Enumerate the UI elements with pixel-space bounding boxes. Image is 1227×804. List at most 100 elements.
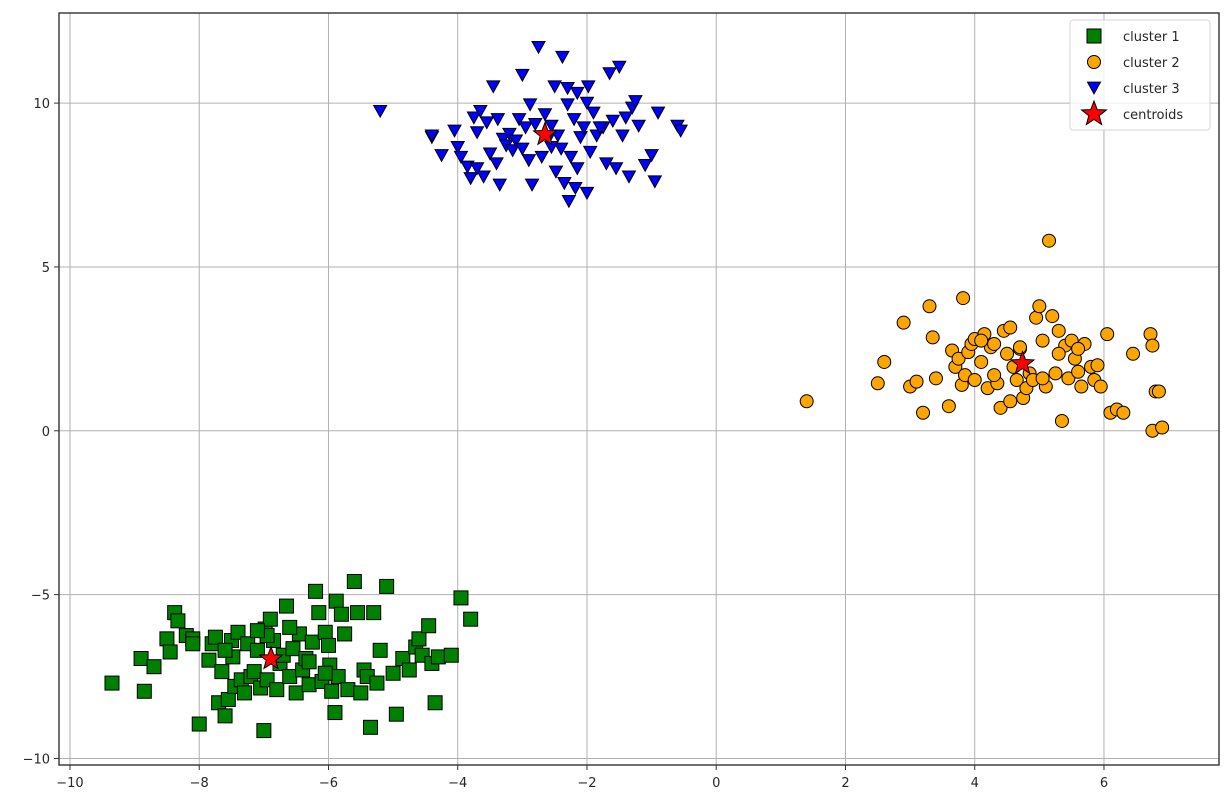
square-marker-icon: [379, 578, 395, 594]
triangle-down-marker-icon: [490, 113, 506, 127]
triangle-down-marker-icon: [579, 96, 595, 110]
triangle-down-marker-icon: [537, 108, 553, 122]
circle-marker-icon: [993, 400, 1008, 415]
triangle-down-marker-icon: [569, 86, 585, 101]
triangle-down-marker-icon: [547, 80, 563, 94]
star-marker-icon: [1080, 99, 1108, 126]
legend-label: cluster 3: [1123, 82, 1180, 97]
square-marker-icon: [430, 649, 446, 665]
square-marker-icon: [249, 623, 265, 639]
square-marker-icon: [285, 641, 301, 657]
triangle-down-marker-icon: [472, 104, 488, 119]
triangle-down-marker-icon: [582, 145, 598, 160]
triangle-down-marker-icon: [531, 41, 546, 55]
square-marker-icon: [362, 719, 378, 735]
square-marker-icon: [463, 611, 479, 627]
square-marker-icon: [278, 598, 294, 614]
x-tick-label: 0: [712, 776, 720, 791]
circle-marker-icon: [1093, 379, 1108, 394]
square-marker-icon: [159, 631, 175, 647]
x-tick-label: −8: [190, 776, 209, 791]
square-marker-icon: [308, 583, 324, 599]
circle-marker-icon: [974, 333, 989, 348]
triangle-down-marker-icon: [563, 150, 579, 165]
circle-marker-icon: [951, 351, 966, 366]
square-marker-icon: [401, 662, 417, 678]
plot-frame: [58, 12, 1220, 766]
circle-marker-icon: [1126, 346, 1141, 361]
circle-marker-icon: [1074, 379, 1089, 394]
legend: cluster 1 cluster 2 cluster 3 centroids: [1069, 19, 1211, 131]
circle-marker-icon: [1071, 364, 1086, 379]
triangle-down-marker-icon: [522, 98, 538, 112]
square-marker-icon: [443, 647, 459, 663]
square-marker-icon: [185, 636, 201, 652]
square-marker-icon: [236, 685, 252, 701]
triangle-down-marker-icon: [631, 119, 647, 133]
square-marker-icon: [220, 691, 236, 707]
square-marker-icon: [427, 695, 443, 711]
x-tick-label: −4: [448, 776, 467, 791]
circle-marker-icon: [1032, 299, 1047, 314]
legend-item: cluster 3: [1086, 81, 1180, 97]
triangle-down-marker-icon: [576, 121, 592, 135]
circle-marker-icon: [1051, 346, 1066, 361]
square-marker-icon: [288, 685, 304, 701]
square-marker-icon: [246, 664, 262, 680]
square-marker-icon: [201, 652, 217, 668]
legend-item: cluster 1: [1086, 28, 1180, 45]
circle-marker-icon: [1090, 358, 1105, 373]
square-marker-icon: [320, 637, 336, 653]
triangle-down-marker-icon: [628, 95, 643, 109]
square-marker-icon: [146, 659, 162, 675]
square-marker-icon: [330, 669, 346, 685]
circle-marker-icon: [1116, 405, 1131, 420]
triangle-down-marker-icon: [602, 67, 617, 81]
x-tick-label: −10: [56, 776, 83, 791]
square-marker-icon: [369, 675, 385, 691]
triangle-down-marker-icon: [505, 144, 521, 158]
circle-marker-icon: [1012, 340, 1027, 355]
square-marker-icon: [269, 682, 285, 698]
triangle-down-marker-icon: [592, 121, 608, 135]
circle-marker-icon: [916, 405, 931, 420]
circle-marker-icon: [1151, 384, 1166, 399]
triangle-down-marker-icon: [527, 118, 543, 132]
circle-marker-icon: [1000, 346, 1015, 361]
circle-marker-icon: [974, 354, 989, 369]
circle-marker-icon: [1003, 394, 1018, 409]
circle-marker-icon: [1071, 341, 1086, 356]
triangle-down-marker-icon: [618, 111, 634, 125]
circle-marker-icon: [956, 291, 971, 306]
circle-marker-icon: [1029, 310, 1044, 325]
square-marker-icon: [162, 644, 178, 660]
circle-marker-icon: [1009, 372, 1024, 387]
circle-marker-icon: [967, 372, 982, 387]
triangle-down-marker-icon: [485, 80, 501, 94]
triangle-down-marker-icon: [469, 162, 485, 176]
square-marker-icon: [350, 605, 366, 621]
square-marker-icon: [282, 619, 298, 635]
triangle-down-marker-icon: [482, 147, 498, 161]
triangle-down-marker-icon: [434, 149, 449, 163]
circle-marker-icon: [870, 376, 885, 391]
triangle-down-marker-icon: [580, 80, 596, 94]
square-marker-icon: [191, 716, 207, 732]
square-marker-icon: [333, 606, 349, 622]
square-marker-icon: [327, 705, 343, 721]
circle-marker-icon: [1155, 420, 1170, 435]
triangle-down-marker-icon: [548, 165, 564, 179]
triangle-down-marker-icon: [479, 116, 495, 130]
circle-marker-icon: [1051, 323, 1066, 338]
x-tick-label: 4: [971, 776, 979, 791]
triangle-down-marker-icon: [560, 82, 575, 96]
triangle-down-marker-icon: [450, 140, 466, 155]
star-marker-icon: [1009, 350, 1036, 375]
square-marker-icon: [282, 669, 298, 685]
series-centroids: [258, 121, 1036, 670]
x-tick-label: 2: [841, 776, 849, 791]
y-tick-label: −10: [23, 752, 50, 767]
triangle-down-marker-icon: [502, 127, 517, 142]
triangle-down-marker-icon: [579, 186, 595, 201]
triangle-down-marker-icon: [466, 111, 482, 125]
